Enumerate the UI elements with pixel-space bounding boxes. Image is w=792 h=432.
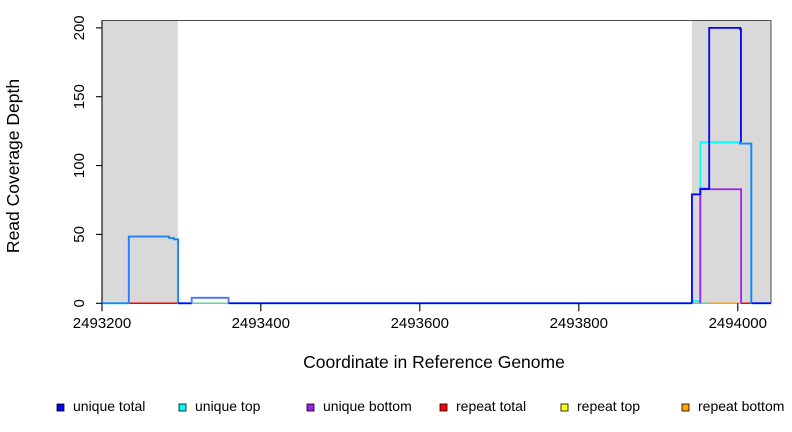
svg-text:repeat total: repeat total: [456, 398, 526, 414]
svg-text:200: 200: [71, 15, 88, 40]
svg-text:2493200: 2493200: [73, 315, 131, 332]
svg-text:Coordinate in Reference Genome: Coordinate in Reference Genome: [303, 352, 565, 372]
svg-text:2493800: 2493800: [550, 315, 608, 332]
svg-text:150: 150: [71, 84, 88, 109]
svg-text:repeat bottom: repeat bottom: [698, 398, 784, 414]
svg-text:2493600: 2493600: [391, 315, 449, 332]
svg-text:unique bottom: unique bottom: [323, 398, 412, 414]
svg-text:unique top: unique top: [195, 398, 261, 414]
svg-text:0: 0: [71, 299, 88, 307]
svg-text:repeat top: repeat top: [577, 398, 640, 414]
svg-text:Read Coverage Depth: Read Coverage Depth: [3, 79, 23, 253]
svg-text:100: 100: [71, 153, 88, 178]
svg-text:2494000: 2494000: [709, 315, 767, 332]
svg-text:50: 50: [71, 226, 88, 243]
svg-text:unique total: unique total: [73, 398, 145, 414]
svg-text:2493400: 2493400: [232, 315, 290, 332]
